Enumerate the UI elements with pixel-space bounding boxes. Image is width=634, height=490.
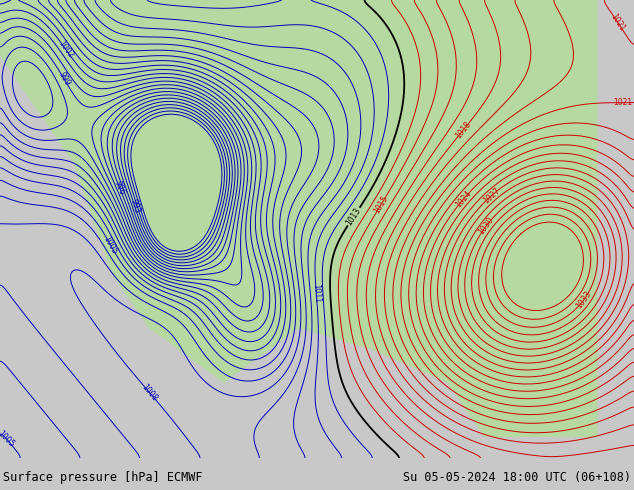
Text: 996: 996 (113, 179, 127, 196)
Text: 1024: 1024 (454, 189, 474, 209)
Text: 1033: 1033 (575, 289, 593, 310)
Text: 1002: 1002 (57, 39, 75, 60)
Text: 1027: 1027 (481, 186, 502, 205)
Text: 1011: 1011 (311, 284, 321, 304)
Text: 993: 993 (128, 198, 141, 215)
Text: 1005: 1005 (0, 429, 16, 449)
Text: Surface pressure [hPa] ECMWF: Surface pressure [hPa] ECMWF (3, 471, 203, 484)
Text: 1018: 1018 (454, 120, 473, 140)
Text: 999: 999 (56, 70, 72, 87)
Polygon shape (0, 0, 597, 436)
Text: 1015: 1015 (372, 194, 390, 215)
Text: 1005: 1005 (102, 234, 119, 256)
Text: 1021: 1021 (609, 12, 627, 33)
Text: 1008: 1008 (140, 382, 159, 403)
Text: 1030: 1030 (477, 215, 496, 236)
Text: Su 05-05-2024 18:00 UTC (06+108): Su 05-05-2024 18:00 UTC (06+108) (403, 471, 631, 484)
Text: 1013: 1013 (345, 206, 363, 227)
Text: 1021: 1021 (613, 98, 632, 107)
